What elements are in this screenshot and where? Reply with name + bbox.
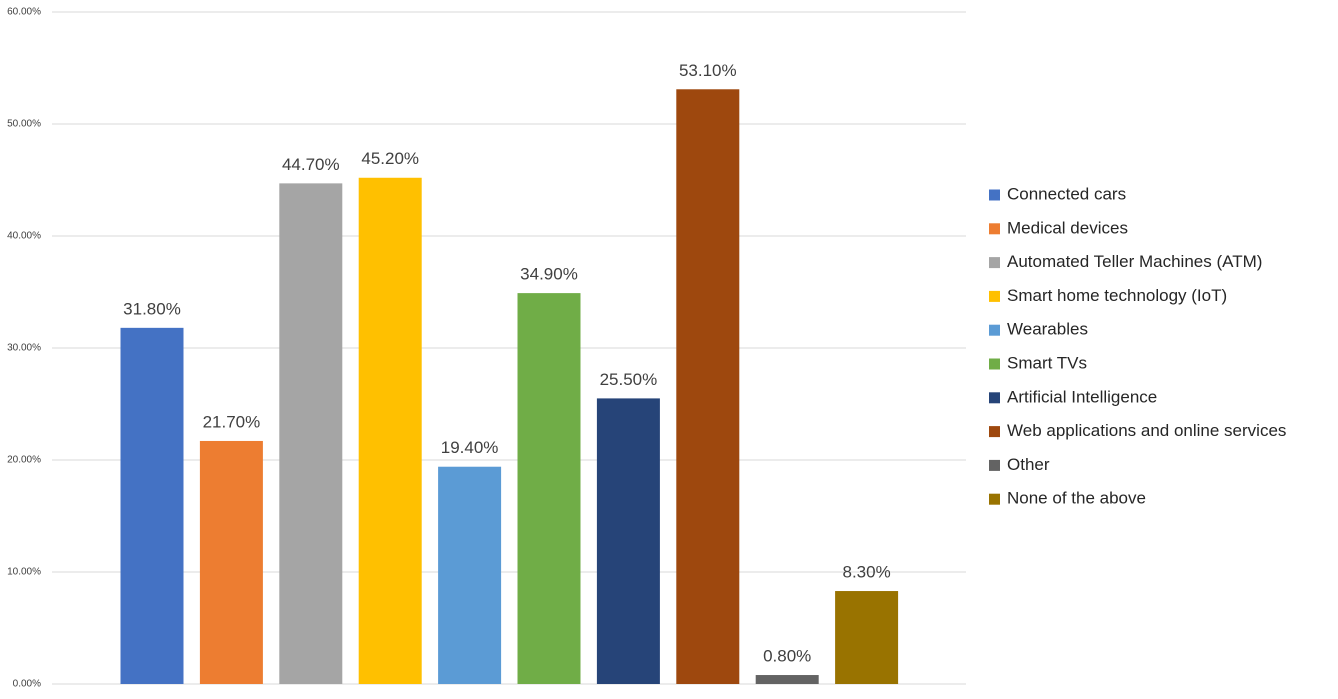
bar xyxy=(120,327,184,684)
legend-swatch xyxy=(989,189,1000,201)
data-label: 25.50% xyxy=(600,370,658,389)
data-label: 8.30% xyxy=(842,563,890,582)
y-tick-label: 60.00% xyxy=(7,7,41,18)
legend-label: Web applications and online services xyxy=(1007,421,1286,440)
data-label: 45.20% xyxy=(361,149,419,168)
legend-label: Connected cars xyxy=(1007,184,1126,203)
bar xyxy=(358,177,422,684)
bar xyxy=(755,675,819,684)
bar xyxy=(835,591,899,684)
data-label: 21.70% xyxy=(203,412,261,431)
bar xyxy=(676,89,740,684)
legend-swatch xyxy=(989,392,1000,404)
bar xyxy=(596,398,660,684)
legend-swatch xyxy=(989,493,1000,505)
y-tick-label: 20.00% xyxy=(7,455,41,466)
bar xyxy=(199,440,263,684)
legend-label: Artificial Intelligence xyxy=(1007,387,1157,406)
legend-label: Smart TVs xyxy=(1007,353,1087,372)
legend-swatch xyxy=(989,358,1000,370)
bar xyxy=(279,183,343,685)
data-label: 44.70% xyxy=(282,155,340,174)
y-tick-label: 40.00% xyxy=(7,231,41,242)
data-label: 53.10% xyxy=(679,61,737,80)
y-tick-label: 0.00% xyxy=(13,679,41,690)
legend-swatch xyxy=(989,290,1000,302)
y-tick-label: 10.00% xyxy=(7,567,41,578)
legend-swatch xyxy=(989,223,1000,235)
legend-swatch xyxy=(989,426,1000,438)
data-label: 31.80% xyxy=(123,299,181,318)
data-label: 19.40% xyxy=(441,438,499,457)
legend-label: Automated Teller Machines (ATM) xyxy=(1007,252,1262,271)
legend-label: Medical devices xyxy=(1007,218,1128,237)
legend-label: Wearables xyxy=(1007,320,1088,339)
bar xyxy=(517,293,581,684)
data-label: 0.80% xyxy=(763,647,811,666)
y-tick-label: 30.00% xyxy=(7,343,41,354)
legend-label: Other xyxy=(1007,455,1050,474)
data-label: 34.90% xyxy=(520,265,578,284)
y-tick-label: 50.00% xyxy=(7,119,41,130)
legend-swatch xyxy=(989,257,1000,269)
legend-label: None of the above xyxy=(1007,489,1146,508)
legend-label: Smart home technology (IoT) xyxy=(1007,286,1227,305)
bar xyxy=(438,466,502,684)
legend-swatch xyxy=(989,324,1000,336)
legend-swatch xyxy=(989,459,1000,471)
